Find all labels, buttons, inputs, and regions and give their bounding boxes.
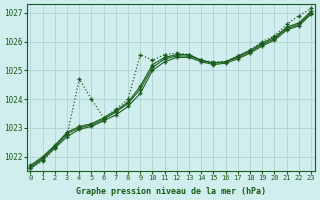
X-axis label: Graphe pression niveau de la mer (hPa): Graphe pression niveau de la mer (hPa) <box>76 187 266 196</box>
